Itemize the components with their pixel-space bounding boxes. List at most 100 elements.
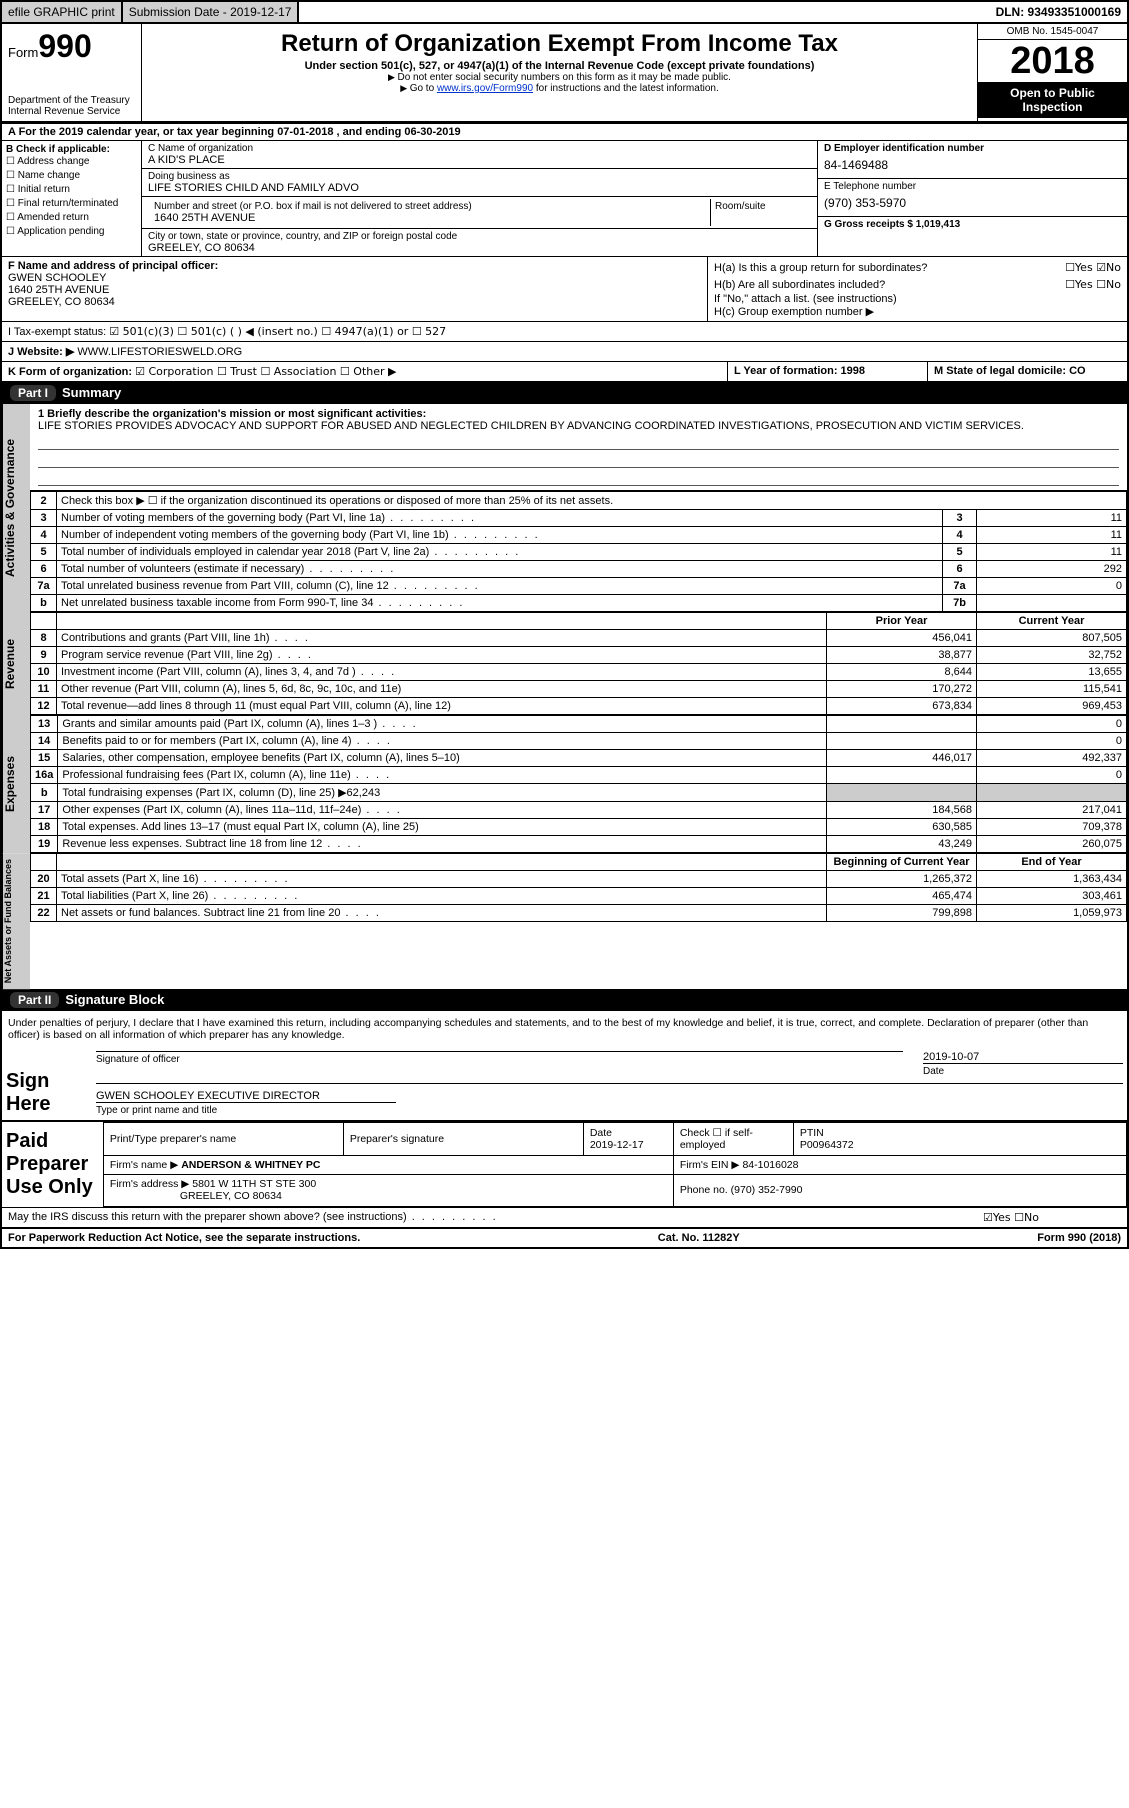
rev-row: 9Program service revenue (Part VIII, lin… [31, 647, 1127, 664]
col-end-year: End of Year [977, 854, 1127, 871]
sidebar-governance: Activities & Governance [2, 404, 30, 612]
form-number: Form990 [8, 28, 135, 65]
net-row: 22Net assets or fund balances. Subtract … [31, 905, 1127, 922]
sidebar-net-assets: Net Assets or Fund Balances [2, 853, 30, 989]
section-net-assets: Net Assets or Fund Balances Beginning of… [2, 853, 1127, 989]
org-name: A KID'S PLACE [148, 154, 225, 166]
row-i-tax-status: I Tax-exempt status: ☑ 501(c)(3) ☐ 501(c… [2, 322, 1127, 342]
phone-value: (970) 353-5970 [824, 192, 1121, 214]
cb-pending[interactable]: ☐ Application pending [6, 225, 137, 239]
gov-row: 3Number of voting members of the governi… [31, 510, 1127, 527]
officer-signature-name: GWEN SCHOOLEY EXECUTIVE DIRECTOR [96, 1090, 1123, 1102]
col-f-officer: F Name and address of principal officer:… [2, 257, 707, 321]
form-title: Return of Organization Exempt From Incom… [146, 30, 973, 58]
exp-row: 13Grants and similar amounts paid (Part … [31, 716, 1127, 733]
firm-phone: (970) 352-7990 [731, 1184, 803, 1196]
sign-here-block: Sign Here Signature of officer 2019-10-0… [2, 1047, 1127, 1121]
discuss-row: May the IRS discuss this return with the… [2, 1207, 1127, 1228]
governance-table: 2Check this box ▶ ☐ if the organization … [30, 491, 1127, 612]
exp-row: 14Benefits paid to or for members (Part … [31, 733, 1127, 750]
net-row: 20Total assets (Part X, line 16)1,265,37… [31, 871, 1127, 888]
gov-row: 4Number of independent voting members of… [31, 527, 1127, 544]
ha-yesno[interactable]: ☐Yes ☑No [1065, 260, 1121, 277]
col-h-group: H(a) Is this a group return for subordin… [707, 257, 1127, 321]
section-governance: Activities & Governance 1 Briefly descri… [2, 404, 1127, 612]
ein-value: 84-1469488 [824, 154, 1121, 176]
sign-here-label: Sign Here [2, 1066, 92, 1120]
paid-preparer-label: Paid Preparer Use Only [2, 1122, 103, 1207]
gross-receipts: G Gross receipts $ 1,019,413 [824, 219, 960, 230]
note-ssn: Do not enter social security numbers on … [146, 72, 973, 83]
footer: For Paperwork Reduction Act Notice, see … [2, 1228, 1127, 1247]
rev-row: 10Investment income (Part VIII, column (… [31, 664, 1127, 681]
line2-discontinued: Check this box ▶ ☐ if the organization d… [57, 492, 1127, 510]
firm-name: ANDERSON & WHITNEY PC [181, 1159, 320, 1171]
form-subtitle: Under section 501(c), 527, or 4947(a)(1)… [146, 60, 973, 72]
room-suite-label: Room/suite [711, 199, 811, 226]
footer-form: Form 990 (2018) [1037, 1232, 1121, 1244]
gov-row: 7aTotal unrelated business revenue from … [31, 578, 1127, 595]
gov-row: 6Total number of volunteers (estimate if… [31, 561, 1127, 578]
year-formation: L Year of formation: 1998 [734, 365, 865, 377]
firm-addr1: 5801 W 11TH ST STE 300 [192, 1178, 316, 1190]
topbar: efile GRAPHIC print Submission Date - 20… [2, 2, 1127, 24]
dba-label: Doing business as [148, 171, 230, 182]
irs-link[interactable]: www.irs.gov/Form990 [437, 83, 533, 94]
website-url: WWW.LIFESTORIESWELD.ORG [77, 346, 242, 358]
irs-label: Internal Revenue Service [8, 106, 135, 117]
street-label: Number and street (or P.O. box if mail i… [154, 201, 472, 212]
exp-row: 17Other expenses (Part IX, column (A), l… [31, 802, 1127, 819]
note-link: Go to www.irs.gov/Form990 for instructio… [146, 83, 973, 94]
tax-status-options[interactable]: ☑ 501(c)(3) ☐ 501(c) ( ) ◀ (insert no.) … [109, 325, 446, 338]
officer-addr2: GREELEY, CO 80634 [8, 296, 115, 308]
section-revenue: Revenue Prior YearCurrent Year 8Contribu… [2, 612, 1127, 715]
dln: DLN: 93493351000169 [990, 2, 1127, 22]
state-domicile: M State of legal domicile: CO [934, 365, 1086, 377]
efile-print[interactable]: efile GRAPHIC print [2, 2, 123, 22]
firm-addr2: GREELEY, CO 80634 [180, 1190, 282, 1202]
omb-number: OMB No. 1545-0047 [978, 24, 1127, 40]
gov-row: bNet unrelated business taxable income f… [31, 595, 1127, 612]
cb-initial-return[interactable]: ☐ Initial return [6, 183, 137, 197]
col-current-year: Current Year [977, 613, 1127, 630]
form-990-document: efile GRAPHIC print Submission Date - 20… [0, 0, 1129, 1249]
row-klm: K Form of organization: ☑ Corporation ☐ … [2, 362, 1127, 382]
hb-yesno[interactable]: ☐Yes ☐No [1065, 277, 1121, 294]
section-expenses: Expenses 13Grants and similar amounts pa… [2, 715, 1127, 853]
sidebar-revenue: Revenue [2, 612, 30, 715]
exp-row: 19Revenue less expenses. Subtract line 1… [31, 836, 1127, 853]
signature-label: Signature of officer [96, 1051, 903, 1065]
footer-catno: Cat. No. 11282Y [658, 1232, 740, 1244]
form-header: Form990 Department of the Treasury Inter… [2, 24, 1127, 124]
cb-name-change[interactable]: ☐ Name change [6, 169, 137, 183]
ptin: P00964372 [800, 1139, 854, 1151]
org-name-label: C Name of organization [148, 143, 253, 154]
discuss-yesno[interactable]: ☑Yes ☐No [977, 1208, 1127, 1227]
block-identity: B Check if applicable: ☐ Address change … [2, 141, 1127, 257]
sidebar-expenses: Expenses [2, 715, 30, 853]
prep-self-employed[interactable]: Check ☐ if self-employed [673, 1123, 793, 1155]
cb-amended[interactable]: ☐ Amended return [6, 211, 137, 225]
rev-row: 12Total revenue—add lines 8 through 11 (… [31, 698, 1127, 715]
tax-year: 2018 [978, 40, 1127, 82]
gov-row: 5Total number of individuals employed in… [31, 544, 1127, 561]
street-address: 1640 25TH AVENUE [154, 212, 255, 224]
firm-ein: 84-1016028 [742, 1159, 798, 1171]
cb-address-change[interactable]: ☐ Address change [6, 155, 137, 169]
dba-name: LIFE STORIES CHILD AND FAMILY ADVO [148, 182, 359, 194]
rev-row: 11Other revenue (Part VIII, column (A), … [31, 681, 1127, 698]
submission-date: Submission Date - 2019-12-17 [123, 2, 300, 22]
col-beginning: Beginning of Current Year [827, 854, 977, 871]
signature-date: 2019-10-07 [923, 1051, 1123, 1063]
hb-note: If "No," attach a list. (see instruction… [714, 293, 1121, 305]
mission-text: LIFE STORIES PROVIDES ADVOCACY AND SUPPO… [38, 420, 1024, 432]
net-assets-table: Beginning of Current YearEnd of Year 20T… [30, 853, 1127, 922]
expenses-table: 13Grants and similar amounts paid (Part … [30, 715, 1127, 853]
form-org-options[interactable]: ☑ Corporation ☐ Trust ☐ Association ☐ Ot… [135, 365, 396, 378]
officer-addr1: 1640 25TH AVENUE [8, 284, 109, 296]
part1-header: Part ISummary [2, 382, 1127, 404]
cb-final-return[interactable]: ☐ Final return/terminated [6, 197, 137, 211]
row-a-tax-year: A For the 2019 calendar year, or tax yea… [2, 124, 1127, 141]
exp-row: bTotal fundraising expenses (Part IX, co… [31, 784, 1127, 802]
mission-block: 1 Briefly describe the organization's mi… [30, 404, 1127, 491]
